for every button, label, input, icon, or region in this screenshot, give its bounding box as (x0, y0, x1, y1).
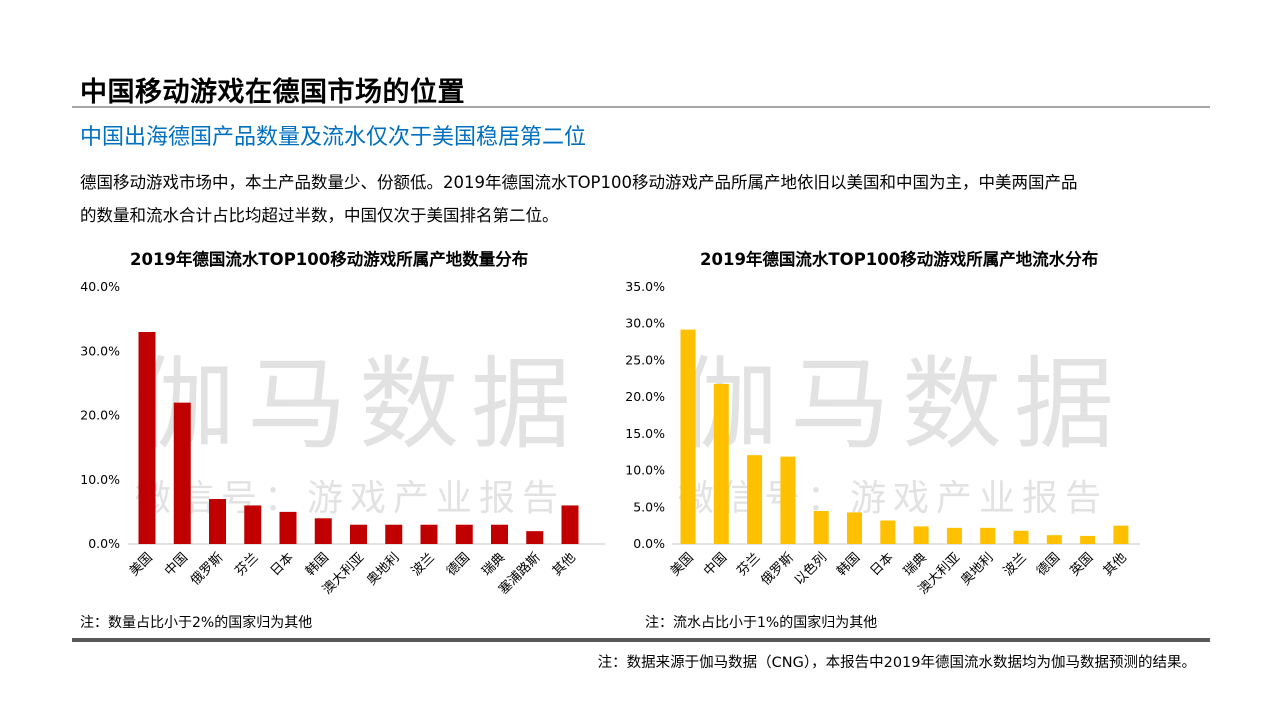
x-tick-label: 美国 (127, 550, 156, 579)
x-tick-label: 瑞典 (479, 550, 508, 579)
bar-美国 (680, 329, 696, 544)
bar-澳大利亚 (946, 527, 962, 544)
y-tick-label: 35.0% (625, 279, 665, 294)
y-tick-label: 10.0% (80, 472, 120, 487)
bar-俄罗斯 (780, 456, 796, 544)
bar-芬兰 (747, 455, 763, 544)
bar-德国 (455, 524, 473, 544)
bar-瑞典 (913, 526, 929, 544)
bar-塞浦路斯 (526, 531, 544, 544)
y-tick-label: 10.0% (625, 463, 665, 478)
y-tick-label: 20.0% (80, 408, 120, 423)
body-text-line-1: 德国移动游戏市场中，本土产品数量少、份额低。2019年德国流水TOP100移动游… (80, 173, 1078, 192)
x-tick-label: 韩国 (834, 550, 863, 579)
bar-美国 (138, 331, 156, 544)
x-tick-label: 瑞典 (901, 550, 930, 579)
footer-divider (72, 638, 1210, 642)
x-tick-label: 芬兰 (734, 550, 763, 579)
y-tick-label: 15.0% (625, 426, 665, 441)
y-tick-label: 25.0% (625, 352, 665, 367)
bar-德国 (1046, 535, 1062, 544)
bar-俄罗斯 (209, 499, 226, 544)
x-tick-label: 芬兰 (233, 550, 262, 579)
x-tick-label: 其他 (550, 550, 579, 579)
bar-澳大利亚 (350, 524, 367, 544)
x-tick-label: 日本 (268, 550, 297, 579)
x-tick-label: 中国 (701, 550, 730, 579)
y-tick-label: 40.0% (80, 279, 120, 294)
chart-note-count: 注：数量占比小于2%的国家归为其他 (80, 615, 313, 631)
y-tick-label: 30.0% (80, 343, 120, 358)
bar-奥地利 (385, 524, 403, 544)
chart-title-revenue: 2019年德国流水TOP100移动游戏所属产地流水分布 (700, 250, 1099, 269)
page-title: 中国移动游戏在德国市场的位置 (80, 77, 465, 108)
x-tick-label: 德国 (1034, 550, 1063, 579)
bar-中国 (713, 383, 729, 544)
bar-韩国 (314, 518, 332, 544)
chart-title-count: 2019年德国流水TOP100移动游戏所属产地数量分布 (130, 250, 529, 269)
y-tick-label: 0.0% (88, 536, 120, 551)
x-tick-label: 奥地利 (958, 550, 996, 588)
x-tick-label: 韩国 (303, 550, 332, 579)
bar-以色列 (813, 510, 829, 544)
y-tick-label: 30.0% (625, 316, 665, 331)
body-text-line-2: 的数量和流水合计占比均超过半数，中国仅次于美国排名第二位。 (80, 206, 559, 225)
chart-note-revenue: 注：流水占比小于1%的国家归为其他 (645, 615, 878, 631)
y-tick-label: 5.0% (633, 499, 665, 514)
bar-日本 (880, 520, 896, 544)
bar-中国 (173, 402, 191, 544)
page-subtitle: 中国出海德国产品数量及流水仅次于美国稳居第二位 (80, 125, 587, 150)
bar-波兰 (420, 524, 438, 544)
x-tick-label: 英国 (1067, 550, 1096, 579)
x-tick-label: 以色列 (791, 550, 830, 589)
x-tick-label: 奥地利 (364, 550, 402, 588)
x-tick-label: 德国 (444, 550, 473, 579)
bar-奥地利 (980, 527, 996, 544)
bar-波兰 (1013, 530, 1029, 544)
x-tick-label: 俄罗斯 (759, 550, 797, 588)
bar-其他 (561, 505, 579, 544)
bar-芬兰 (244, 505, 262, 544)
bar-韩国 (847, 512, 862, 544)
bar-瑞典 (491, 524, 508, 544)
y-tick-label: 20.0% (625, 389, 665, 404)
bar-日本 (279, 511, 297, 544)
x-tick-label: 波兰 (1001, 550, 1030, 579)
title-divider (72, 106, 1210, 108)
bar-其他 (1113, 525, 1129, 544)
x-tick-label: 美国 (668, 550, 697, 579)
x-tick-label: 其他 (1101, 550, 1130, 579)
source-note: 注：数据来源于伽马数据（CNG），本报告中2019年德国流水数据均为伽马数据预测… (597, 655, 1196, 671)
x-tick-label: 俄罗斯 (188, 550, 226, 588)
bar-英国 (1080, 535, 1096, 544)
x-tick-label: 波兰 (409, 550, 438, 579)
y-tick-label: 0.0% (633, 536, 665, 551)
x-tick-label: 日本 (868, 550, 897, 579)
x-tick-label: 中国 (162, 550, 191, 579)
